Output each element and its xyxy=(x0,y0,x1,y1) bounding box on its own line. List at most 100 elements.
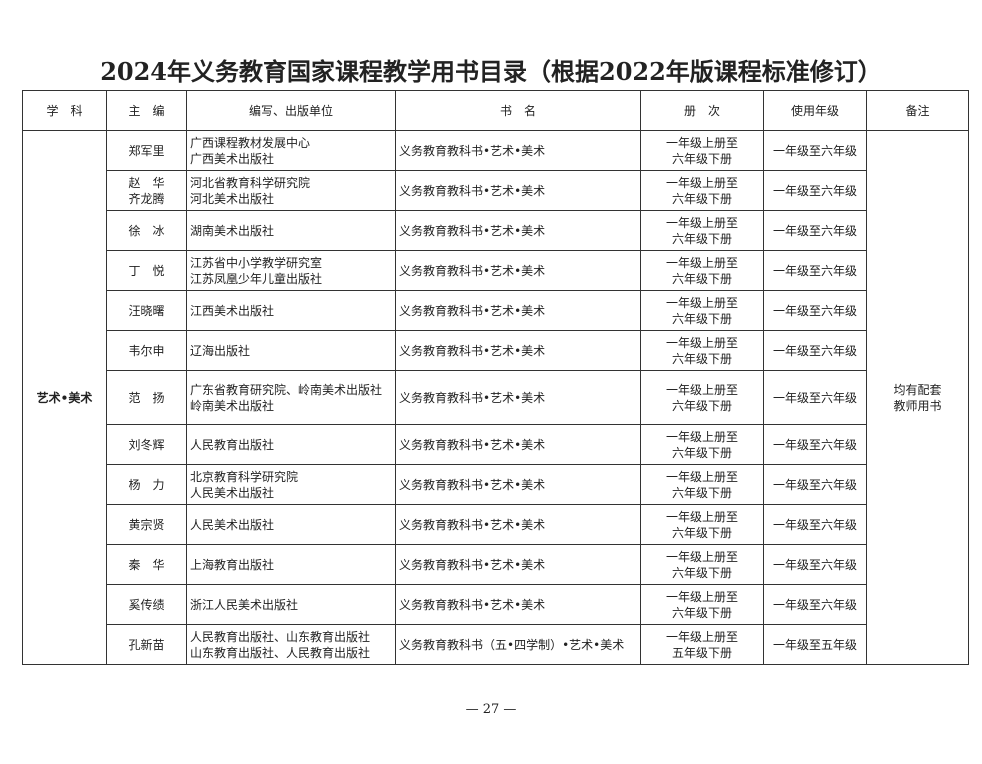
publisher-cell: 浙江人民美术出版社 xyxy=(186,584,396,625)
grades-cell: 一年级至六年级 xyxy=(763,464,867,505)
table-row: 孔新苗 人民教育出版社、山东教育出版社 山东教育出版社、人民教育出版社 义务教育教科书… xyxy=(23,624,969,665)
table-row: 黄宗贤 人民美术出版社 义务教育教科书•艺术•美术 一年级上册至 六年级下册 一年级至六年… xyxy=(23,504,969,545)
document-title: 2024年义务教育国家课程教学用书目录（根据2022年版课程标准修订） xyxy=(100,57,882,86)
volume-line: 六年级下册 xyxy=(671,311,732,326)
column-header: 学 科 xyxy=(22,90,107,131)
publisher-line: 江苏凤凰少年儿童出版社 xyxy=(190,271,323,286)
publisher-line: 河北美术出版社 xyxy=(190,191,275,206)
editor-cell: 孔新苗 xyxy=(106,624,187,665)
volume-line: 六年级下册 xyxy=(671,525,732,540)
grades-cell: 一年级至六年级 xyxy=(763,584,867,625)
column-header: 备注 xyxy=(866,90,969,131)
publisher-line: 广东省教育研究院、岭南美术出版社 xyxy=(190,382,383,397)
grades-cell: 一年级至六年级 xyxy=(763,290,867,331)
volume-line: 六年级下册 xyxy=(671,485,732,500)
column-header: 书 名 xyxy=(395,90,641,131)
publisher-cell: 江苏省中小学教学研究室 江苏凤凰少年儿童出版社 xyxy=(186,250,396,291)
table-row: 艺术•美术 郑军里 广西课程教材发展中心 广西美术出版社 义务教育教科书•艺术•美术 一年… xyxy=(22,130,969,665)
volume-line: 六年级下册 xyxy=(671,231,732,246)
publisher-cell: 湖南美术出版社 xyxy=(186,210,396,251)
grades-cell: 一年级至六年级 xyxy=(763,210,867,251)
publisher-line: 江苏省中小学教学研究室 xyxy=(190,255,323,270)
publisher-line: 人民美术出版社 xyxy=(190,485,275,500)
volume-line: 一年级上册至 xyxy=(665,509,738,524)
volume-line: 六年级下册 xyxy=(671,351,732,366)
editor-cell: 刘冬辉 xyxy=(106,424,187,465)
publisher-line: 江西美术出版社 xyxy=(190,303,275,318)
volume-line: 一年级上册至 xyxy=(665,629,738,644)
catalog-table: 学 科主 编编写、出版单位书 名册 次使用年级 备注 艺术•美术 郑军里 广西课程教材… xyxy=(22,90,969,665)
volume-cell: 一年级上册至 六年级下册 xyxy=(640,424,764,465)
book-title-cell: 义务教育教科书•艺术•美术 xyxy=(395,370,641,425)
table-row: 韦尔申 辽海出版社 义务教育教科书•艺术•美术 一年级上册至 六年级下册 一年级至六年级 xyxy=(23,330,969,371)
grades-cell: 一年级至六年级 xyxy=(763,504,867,545)
volume-line: 六年级下册 xyxy=(671,605,732,620)
publisher-cell: 人民美术出版社 xyxy=(186,504,396,545)
editor-cell: 杨 力 xyxy=(106,464,187,505)
volume-cell: 一年级上册至 六年级下册 xyxy=(640,250,764,291)
column-header: 使用年级 xyxy=(763,90,867,131)
header-row: 学 科主 编编写、出版单位书 名册 次使用年级 备注 xyxy=(22,90,969,131)
volume-line: 六年级下册 xyxy=(671,445,732,460)
volume-line: 一年级上册至 xyxy=(665,589,738,604)
volume-line: 一年级上册至 xyxy=(665,295,738,310)
table-row: 范 扬广东省教育研究院、岭南美术出版社 岭南美术出版社 义务教育教科书•艺术•美术 一… xyxy=(23,370,969,425)
editor-cell: 汪晓曙 xyxy=(106,290,187,331)
book-title-cell: 义务教育教科书•艺术•美术 xyxy=(395,250,641,291)
volume-cell: 一年级上册至 六年级下册 xyxy=(640,170,764,211)
editor-cell: 郑军里 xyxy=(106,130,187,171)
book-title-cell: 义务教育教科书•艺术•美术 xyxy=(395,464,641,505)
book-title-cell: 义务教育教科书•艺术•美术 xyxy=(395,130,641,171)
volume-line: 一年级上册至 xyxy=(665,335,738,350)
grades-cell: 一年级至六年级 xyxy=(763,130,867,171)
editor-cell: 徐 冰 xyxy=(106,210,187,251)
column-header: 主 编 xyxy=(106,90,187,131)
book-title-cell: 义务教育教科书（五•四学制）•艺术•美术 xyxy=(395,624,641,665)
editor-cell: 秦 华 xyxy=(106,544,187,585)
editor-cell: 韦尔申 xyxy=(106,330,187,371)
volume-line: 五年级下册 xyxy=(671,645,732,660)
table-row: 汪晓曙 江西美术出版社 义务教育教科书•艺术•美术 一年级上册至 六年级下册 一年级至六年… xyxy=(23,290,969,331)
grades-cell: 一年级至六年级 xyxy=(763,170,867,211)
publisher-line: 山东教育出版社、人民教育出版社 xyxy=(190,645,371,660)
publisher-cell: 广西课程教材发展中心 广西美术出版社 xyxy=(186,130,396,171)
grades-cell: 一年级至五年级 xyxy=(763,624,867,665)
grades-cell: 一年级至六年级 xyxy=(763,544,867,585)
book-title-cell: 义务教育教科书•艺术•美术 xyxy=(395,210,641,251)
publisher-cell: 广东省教育研究院、岭南美术出版社 岭南美术出版社 xyxy=(186,370,396,425)
volume-line: 一年级上册至 xyxy=(665,469,738,484)
editor-cell: 黄宗贤 xyxy=(106,504,187,545)
publisher-cell: 河北省教育科学研究院 河北美术出版社 xyxy=(186,170,396,211)
publisher-line: 浙江人民美术出版社 xyxy=(190,597,299,612)
grades-cell: 一年级至六年级 xyxy=(763,330,867,371)
book-title-cell: 义务教育教科书•艺术•美术 xyxy=(395,424,641,465)
publisher-line: 辽海出版社 xyxy=(190,343,251,358)
editor-cell: 赵 华 齐龙腾 xyxy=(106,170,187,211)
book-title-cell: 义务教育教科书•艺术•美术 xyxy=(395,544,641,585)
grades-cell: 一年级至六年级 xyxy=(763,370,867,425)
publisher-line: 河北省教育科学研究院 xyxy=(190,175,311,190)
volume-line: 一年级上册至 xyxy=(665,135,738,150)
volume-cell: 一年级上册至 六年级下册 xyxy=(640,464,764,505)
editor-cell: 范 扬 xyxy=(106,370,187,425)
table-row: 奚传绩 浙江人民美术出版社 义务教育教科书•艺术•美术 一年级上册至 六年级下册 一年级至… xyxy=(23,584,969,625)
table-row: 杨 力北京教育科学研究院 人民美术出版社 义务教育教科书•艺术•美术 一年级上册至 六年… xyxy=(23,464,969,505)
volume-line: 六年级下册 xyxy=(671,271,732,286)
column-header: 册 次 xyxy=(640,90,764,131)
publisher-line: 广西美术出版社 xyxy=(190,151,275,166)
publisher-line: 北京教育科学研究院 xyxy=(190,469,299,484)
editor-cell: 奚传绩 xyxy=(106,584,187,625)
volume-line: 六年级下册 xyxy=(671,398,732,413)
publisher-line: 人民美术出版社 xyxy=(190,517,275,532)
table-row: 秦 华上海教育出版社 义务教育教科书•艺术•美术 一年级上册至 六年级下册 一年级至六年… xyxy=(23,544,969,585)
publisher-cell: 人民教育出版社 xyxy=(186,424,396,465)
subject-cell: 艺术•美术 xyxy=(22,130,107,665)
volume-cell: 一年级上册至 六年级下册 xyxy=(640,330,764,371)
volume-cell: 一年级上册至 六年级下册 xyxy=(640,210,764,251)
volume-cell: 一年级上册至 六年级下册 xyxy=(640,290,764,331)
volume-line: 一年级上册至 xyxy=(665,549,738,564)
table-row: 刘冬辉 人民教育出版社 义务教育教科书•艺术•美术 一年级上册至 六年级下册 一年级至六年… xyxy=(23,424,969,465)
book-title-cell: 义务教育教科书•艺术•美术 xyxy=(395,584,641,625)
table-row: 赵 华 齐龙腾 河北省教育科学研究院 河北美术出版社 义务教育教科书•艺术•美术 一年级… xyxy=(23,170,969,211)
grades-cell: 一年级至六年级 xyxy=(763,250,867,291)
